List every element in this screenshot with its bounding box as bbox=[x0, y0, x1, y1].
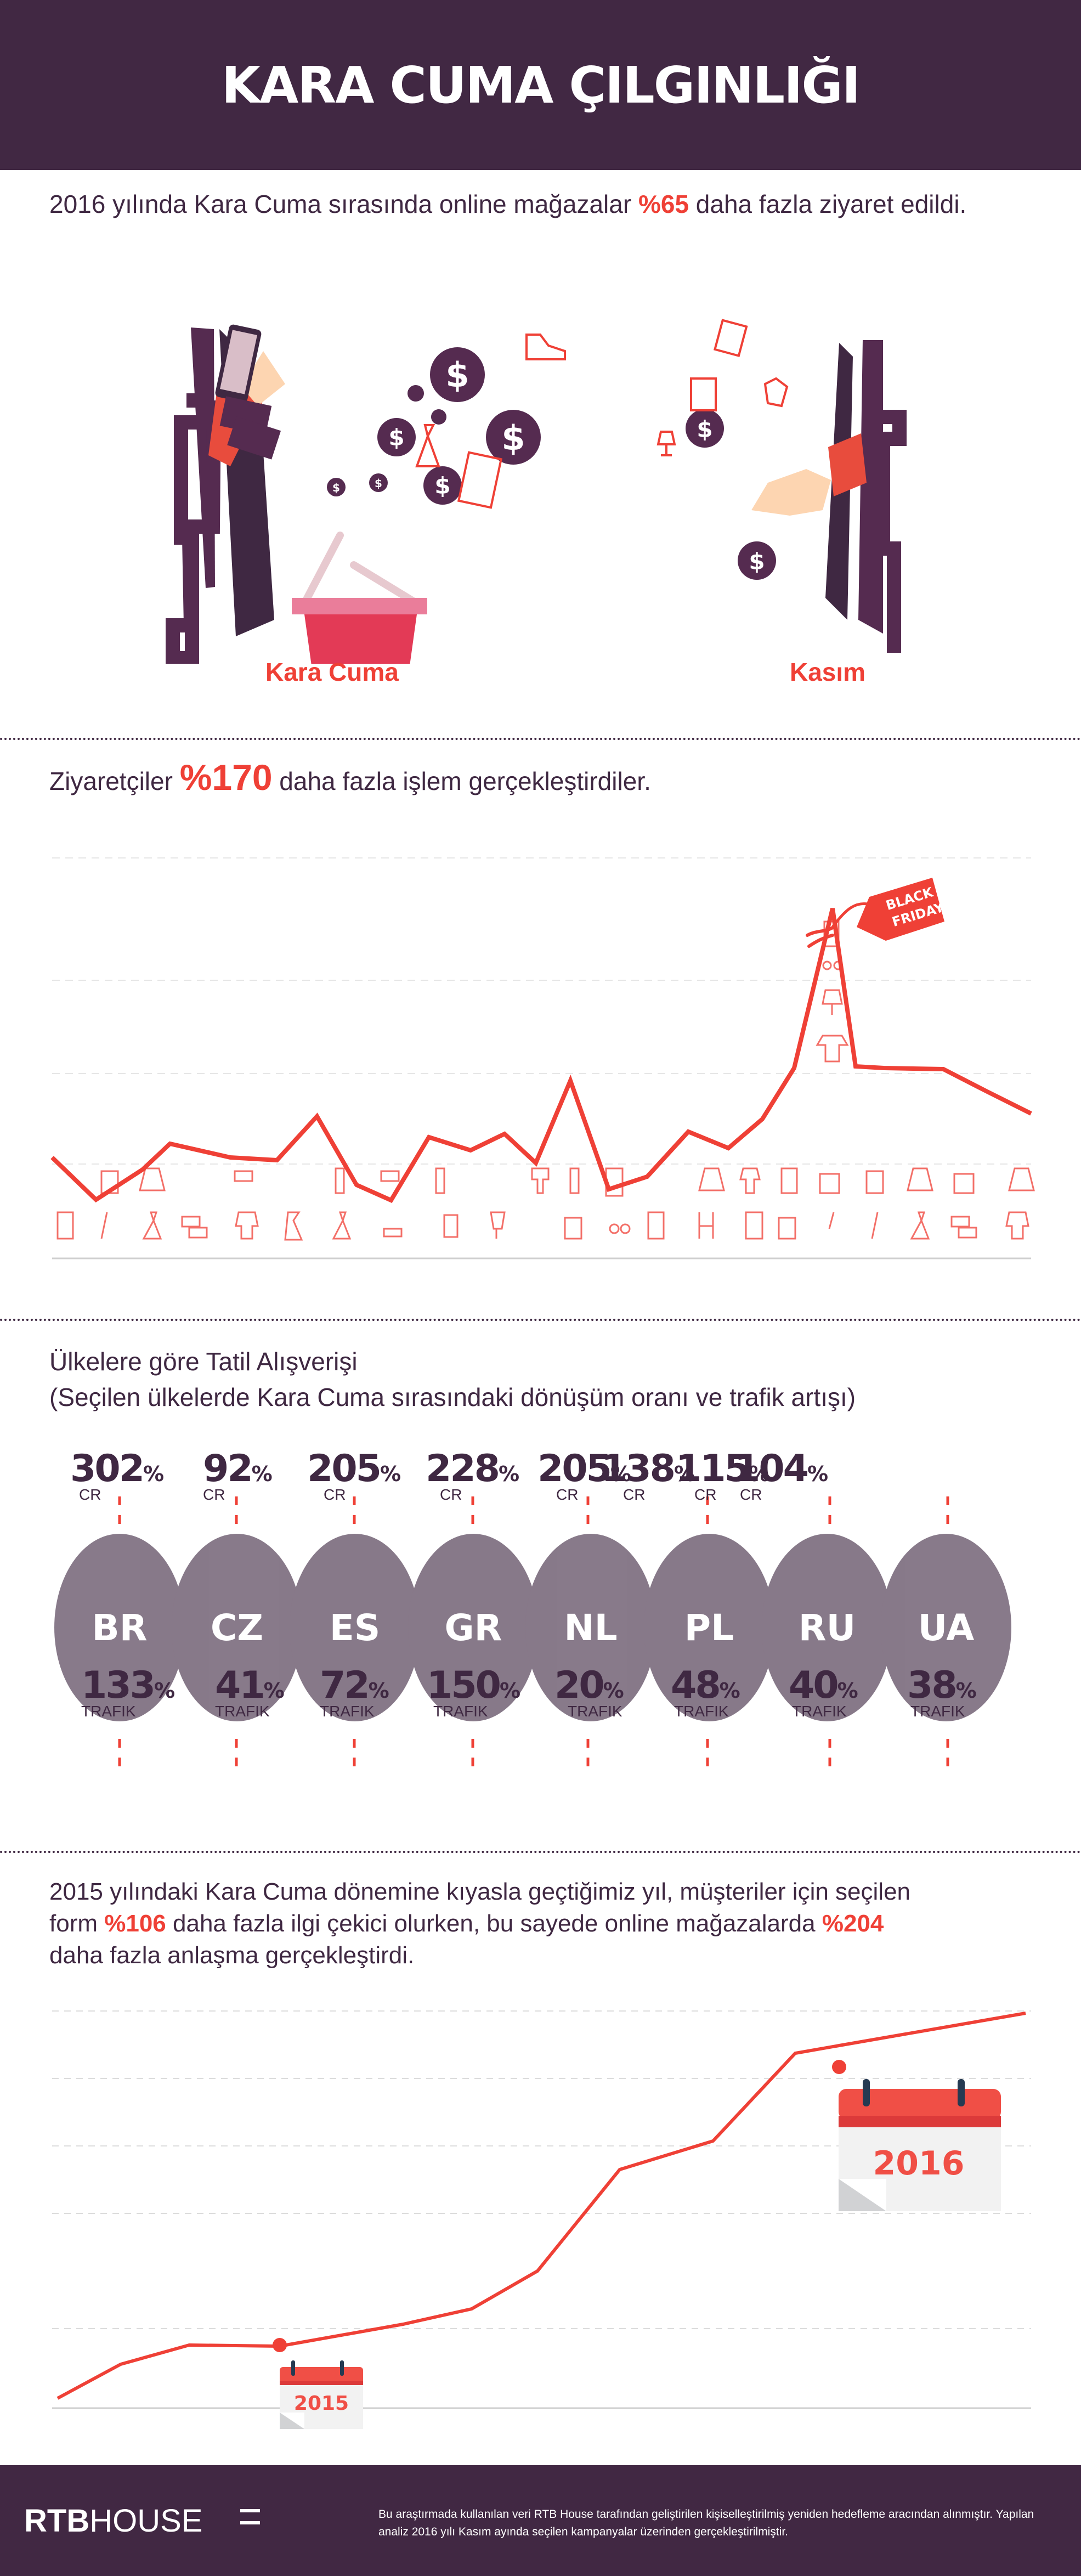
product-icons bbox=[56, 920, 1035, 1241]
circle-cz bbox=[172, 1534, 302, 1721]
section2-title: Ziyaretçiler %170 daha fazla işlem gerçe… bbox=[49, 757, 651, 799]
intro-text: 2016 yılında Kara Cuma sırasında online … bbox=[49, 187, 982, 222]
svg-text:$: $ bbox=[501, 418, 525, 458]
circle-ua bbox=[881, 1534, 1011, 1721]
intro-highlight: %65 bbox=[638, 190, 689, 218]
footer: RTBHOUSE Bu araştırmada kullanılan veri … bbox=[0, 2465, 1081, 2576]
traffic-stat-ru: 40% TRAFIK bbox=[789, 1664, 858, 1720]
cr-stat-pl: 138% CR bbox=[601, 1447, 695, 1503]
book-icon bbox=[713, 319, 748, 357]
section3-subtitle: (Seçilen ülkelerde Kara Cuma sırasındaki… bbox=[49, 1383, 856, 1411]
hand-icon bbox=[751, 433, 867, 516]
traffic-stat-nl: 20% TRAFIK bbox=[554, 1664, 624, 1720]
svg-text:2015: 2015 bbox=[294, 2392, 349, 2415]
header-banner: KARA CUMA ÇILGINLIĞI bbox=[0, 0, 1081, 170]
circle-gr bbox=[408, 1534, 539, 1721]
traffic-stat-es: 72% TRAFIK bbox=[320, 1664, 389, 1720]
svg-text:$: $ bbox=[388, 424, 404, 451]
circle-nl bbox=[525, 1534, 656, 1721]
rtb-house-logo: RTBHOUSE bbox=[24, 2503, 203, 2539]
svg-text:2016: 2016 bbox=[873, 2144, 965, 2183]
section-divider bbox=[0, 1851, 1081, 1853]
logo-equals-icon bbox=[240, 2509, 260, 2524]
country-code-br: BR bbox=[92, 1607, 147, 1649]
traffic-stat-gr: 150% TRAFIK bbox=[427, 1664, 521, 1720]
caption-kasim: Kasım bbox=[790, 658, 866, 686]
shoe-icon bbox=[525, 334, 566, 360]
dress-icon bbox=[415, 424, 440, 467]
svg-text:$: $ bbox=[434, 472, 450, 499]
country-code-ru: RU bbox=[799, 1607, 856, 1649]
circle-ru bbox=[762, 1534, 892, 1721]
section4-text: 2015 yılındaki Kara Cuma dönemine kıyasl… bbox=[49, 1876, 910, 1971]
transactions-chart: BLACK FRIDAY bbox=[50, 857, 1035, 1259]
marker-2015 bbox=[273, 2338, 287, 2352]
traffic-stat-br: 133% TRAFIK bbox=[81, 1664, 176, 1720]
cr-stat-es: 205% CR bbox=[307, 1447, 401, 1503]
section4-line3: daha fazla anlaşma gerçekleştirdi. bbox=[49, 1942, 415, 1969]
lamp-icon bbox=[656, 431, 676, 456]
perfume-icon bbox=[457, 451, 503, 509]
section4-line2: form %106 daha fazla ilgi çekici olurken… bbox=[49, 1910, 884, 1937]
svg-text:$: $ bbox=[332, 481, 340, 494]
footer-note: Bu araştırmada kullanılan veri RTB House… bbox=[378, 2508, 1034, 2538]
shopping-basket-icon bbox=[292, 532, 427, 664]
caption-kara-cuma: Kara Cuma bbox=[265, 658, 399, 686]
svg-text:$: $ bbox=[445, 355, 469, 395]
country-code-ua: UA bbox=[918, 1607, 975, 1649]
cr-stat-gr: 228% CR bbox=[426, 1447, 520, 1503]
growth-line bbox=[56, 2012, 1026, 2400]
cr-stat-nl: 205% CR bbox=[537, 1447, 632, 1503]
country-code-nl: NL bbox=[564, 1607, 617, 1649]
page-title: KARA CUMA ÇILGINLIĞI bbox=[221, 55, 861, 115]
calendar-2015-icon: 2015 bbox=[280, 2360, 363, 2429]
section2-text-before: Ziyaretçiler bbox=[49, 767, 180, 795]
connector-lines bbox=[118, 1496, 949, 1766]
credit-card-icon bbox=[219, 396, 281, 460]
chart-gridlines bbox=[52, 2010, 1031, 2329]
traffic-stat-pl: 48% TRAFIK bbox=[671, 1664, 740, 1720]
tshirt-icon bbox=[763, 377, 789, 408]
svg-text:$: $ bbox=[375, 477, 382, 490]
circle-es bbox=[290, 1534, 420, 1721]
black-friday-tag-icon: BLACK FRIDAY bbox=[806, 878, 946, 948]
transactions-line bbox=[50, 908, 1032, 1204]
svg-text:$: $ bbox=[749, 548, 765, 575]
section3-title: Ülkelere göre Tatil Alışverişi bbox=[49, 1347, 358, 1376]
circle-pl bbox=[644, 1534, 774, 1721]
growth-chart: 2015 2016 bbox=[52, 2010, 1031, 2429]
section2-highlight: %170 bbox=[179, 757, 273, 798]
section2-text-after: daha fazla işlem gerçekleştirdiler. bbox=[272, 767, 651, 795]
monitor-icon bbox=[825, 340, 907, 653]
washing-machine-icon bbox=[690, 377, 717, 411]
chart-gridlines bbox=[52, 857, 1031, 1165]
svg-text:$: $ bbox=[697, 416, 712, 443]
dollar-coin-icon: $ $ $ $ $ $ $ $ bbox=[327, 347, 776, 580]
country-circles: BR CZ ES GR NL PL RU UA bbox=[54, 1496, 1011, 1766]
country-code-es: ES bbox=[330, 1607, 381, 1649]
traffic-stat-cz: 41% TRAFIK bbox=[215, 1664, 285, 1720]
country-code-pl: PL bbox=[684, 1607, 734, 1649]
cr-stat-ru: 115% CR bbox=[676, 1447, 770, 1503]
intro-text-after: daha fazla ziyaret edildi. bbox=[689, 190, 967, 218]
country-code-cz: CZ bbox=[211, 1607, 263, 1649]
country-code-gr: GR bbox=[445, 1607, 502, 1649]
cr-stat-ua: 104% CR bbox=[734, 1447, 829, 1503]
cr-stat-br: 302% CR bbox=[70, 1447, 165, 1503]
section4-line1: 2015 yılındaki Kara Cuma dönemine kıyasl… bbox=[49, 1878, 911, 1905]
black-friday-illustration: $ $ $ $ $ $ $ $ bbox=[166, 319, 907, 664]
circle-br bbox=[54, 1534, 185, 1721]
traffic-stat-ua: 38% TRAFIK bbox=[907, 1664, 977, 1720]
section-divider bbox=[0, 1319, 1081, 1321]
cr-stat-cz: 92% CR bbox=[203, 1447, 273, 1503]
intro-text-before: 2016 yılında Kara Cuma sırasında online … bbox=[49, 190, 638, 218]
section-divider bbox=[0, 738, 1081, 740]
marker-2016 bbox=[832, 2060, 846, 2074]
calendar-2016-icon: 2016 bbox=[839, 2079, 1001, 2211]
